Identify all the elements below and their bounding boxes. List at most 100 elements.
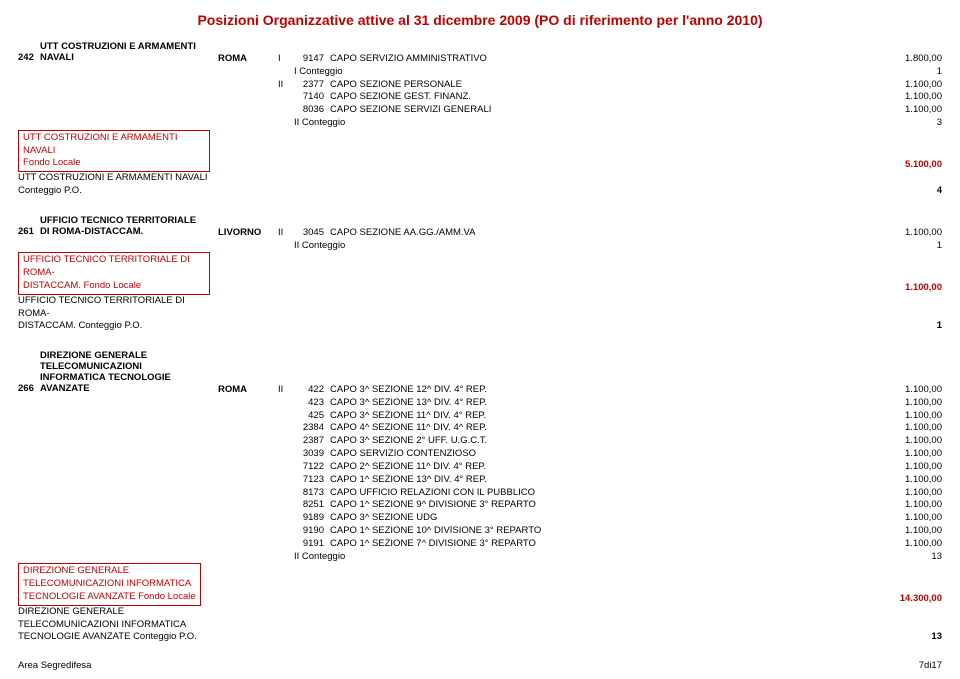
value: 1.100,00 <box>877 104 942 117</box>
fondo-line3: TECNOLOGIE AVANZATE Fondo Locale <box>23 591 196 604</box>
description: CAPO SEZIONE PERSONALE <box>330 79 877 92</box>
org-name-line2: NAVALI <box>40 52 74 63</box>
data-row: 8173CAPO UFFICIO RELAZIONI CON IL PUBBLI… <box>278 487 942 500</box>
fondo-line2: TELECOMUNICAZIONI INFORMATICA <box>23 578 196 591</box>
code: 2387 <box>294 435 330 448</box>
org-id: 242 <box>18 53 40 64</box>
data-row: 7140CAPO SEZIONE GEST. FINANZ.1.100,00 <box>278 91 942 104</box>
code: 9147 <box>294 53 330 66</box>
category <box>278 525 294 538</box>
fondo-locale-box: UFFICIO TECNICO TERRITORIALE DI ROMA- DI… <box>18 252 210 294</box>
org-id: 261 <box>18 227 40 238</box>
category <box>278 499 294 512</box>
value: 1.100,00 <box>877 384 942 397</box>
category: I <box>278 53 294 66</box>
data-row: II2377CAPO SEZIONE PERSONALE1.100,00 <box>278 79 942 92</box>
value: 1.100,00 <box>877 525 942 538</box>
category: II <box>278 384 294 397</box>
description: CAPO 3^ SEZIONE 2° UFF. U.G.C.T. <box>330 435 877 448</box>
category <box>278 397 294 410</box>
code: 3045 <box>294 227 330 240</box>
po-line1: DIREZIONE GENERALE <box>18 606 210 619</box>
po-line2: DISTACCAM. Conteggio P.O. <box>18 320 210 333</box>
count-ii-value: 13 <box>877 551 942 564</box>
code: 2377 <box>294 79 330 92</box>
fondo-locale-box: UTT COSTRUZIONI E ARMAMENTI NAVALI Fondo… <box>18 130 210 172</box>
data-row: 7122CAPO 2^ SEZIONE 11^ DIV. 4° REP.1.10… <box>278 461 942 474</box>
org-name-line4: AVANZATE <box>40 383 90 394</box>
value: 1.100,00 <box>877 397 942 410</box>
description: CAPO 3^ SEZIONE UDG <box>330 512 877 525</box>
category <box>278 422 294 435</box>
data-row: 9190CAPO 1^ SEZIONE 10^ DIVISIONE 3° REP… <box>278 525 942 538</box>
code: 9189 <box>294 512 330 525</box>
code: 3039 <box>294 448 330 461</box>
category <box>278 461 294 474</box>
data-row: 3039CAPO SERVIZIO CONTENZIOSO1.100,00 <box>278 448 942 461</box>
category <box>278 435 294 448</box>
code: 9190 <box>294 525 330 538</box>
code: 8173 <box>294 487 330 500</box>
description: CAPO UFFICIO RELAZIONI CON IL PUBBLICO <box>330 487 877 500</box>
value: 1.100,00 <box>877 499 942 512</box>
fondo-value: 14.300,00 <box>877 593 942 606</box>
fondo-value: 1.100,00 <box>877 282 942 295</box>
fondo-line2: Fondo Locale <box>23 157 205 170</box>
po-line2: Conteggio P.O. <box>18 185 210 198</box>
fondo-value: 5.100,00 <box>877 159 942 172</box>
value: 1.100,00 <box>877 474 942 487</box>
description: CAPO 3^ SEZIONE 12^ DIV. 4° REP. <box>330 384 877 397</box>
description: CAPO SERVIZIO AMMINISTRATIVO <box>330 53 877 66</box>
category <box>278 512 294 525</box>
value: 1.100,00 <box>877 461 942 474</box>
data-row: 425CAPO 3^ SEZIONE 11^ DIV. 4° REP.1.100… <box>278 410 942 423</box>
code: 7140 <box>294 91 330 104</box>
data-row: 8036CAPO SEZIONE SERVIZI GENERALI1.100,0… <box>278 104 942 117</box>
value: 1.100,00 <box>877 422 942 435</box>
description: CAPO SEZIONE GEST. FINANZ. <box>330 91 877 104</box>
description: CAPO 1^ SEZIONE 10^ DIVISIONE 3° REPARTO <box>330 525 877 538</box>
org-id: 266 <box>18 384 40 395</box>
city: ROMA <box>218 53 278 130</box>
footer-right: 7di17 <box>919 660 942 671</box>
code: 425 <box>294 410 330 423</box>
value: 1.100,00 <box>877 512 942 525</box>
section-261: UFFICIO TECNICO TERRITORIALE 261DI ROMA-… <box>18 216 942 333</box>
page-title: Posizioni Organizzative attive al 31 dic… <box>18 12 942 28</box>
code: 422 <box>294 384 330 397</box>
value: 1.100,00 <box>877 227 942 240</box>
description: CAPO SERVIZIO CONTENZIOSO <box>330 448 877 461</box>
data-row: 2387CAPO 3^ SEZIONE 2° UFF. U.G.C.T.1.10… <box>278 435 942 448</box>
data-row: II422CAPO 3^ SEZIONE 12^ DIV. 4° REP.1.1… <box>278 384 942 397</box>
value: 1.100,00 <box>877 91 942 104</box>
code: 2384 <box>294 422 330 435</box>
city: ROMA <box>218 384 278 563</box>
po-value: 13 <box>877 631 942 644</box>
description: CAPO 3^ SEZIONE 11^ DIV. 4° REP. <box>330 410 877 423</box>
count-ii-label: II Conteggio <box>294 240 877 253</box>
code: 423 <box>294 397 330 410</box>
po-line1: UFFICIO TECNICO TERRITORIALE DI ROMA- <box>18 295 210 321</box>
description: CAPO 3^ SEZIONE 13^ DIV. 4° REP. <box>330 397 877 410</box>
category <box>278 474 294 487</box>
data-row: 9189CAPO 3^ SEZIONE UDG1.100,00 <box>278 512 942 525</box>
description: CAPO SEZIONE SERVIZI GENERALI <box>330 104 877 117</box>
value: 1.100,00 <box>877 487 942 500</box>
code: 8251 <box>294 499 330 512</box>
value: 1.100,00 <box>877 410 942 423</box>
description: CAPO 1^ SEZIONE 9^ DIVISIONE 3° REPARTO <box>330 499 877 512</box>
org-name-line2: DI ROMA-DISTACCAM. <box>40 226 143 237</box>
code: 7123 <box>294 474 330 487</box>
section-266: DIREZIONE GENERALE TELECOMUNICAZIONI INF… <box>18 351 942 644</box>
po-line1: UTT COSTRUZIONI E ARMAMENTI NAVALI <box>18 172 210 185</box>
po-line3: TECNOLOGIE AVANZATE Conteggio P.O. <box>18 631 210 644</box>
section-242: UTT COSTRUZIONI E ARMAMENTI 242NAVALI RO… <box>18 42 942 198</box>
category <box>278 448 294 461</box>
footer: Area Segredifesa 7di17 <box>18 660 942 671</box>
data-row: 9191CAPO 1^ SEZIONE 7^ DIVISIONE 3° REPA… <box>278 538 942 551</box>
fondo-line2: DISTACCAM. Fondo Locale <box>23 280 205 293</box>
data-row: I9147CAPO SERVIZIO AMMINISTRATIVO1.800,0… <box>278 53 942 66</box>
code: 7122 <box>294 461 330 474</box>
data-row: II3045CAPO SEZIONE AA.GG./AMM.VA1.100,00 <box>278 227 942 240</box>
code: 9191 <box>294 538 330 551</box>
